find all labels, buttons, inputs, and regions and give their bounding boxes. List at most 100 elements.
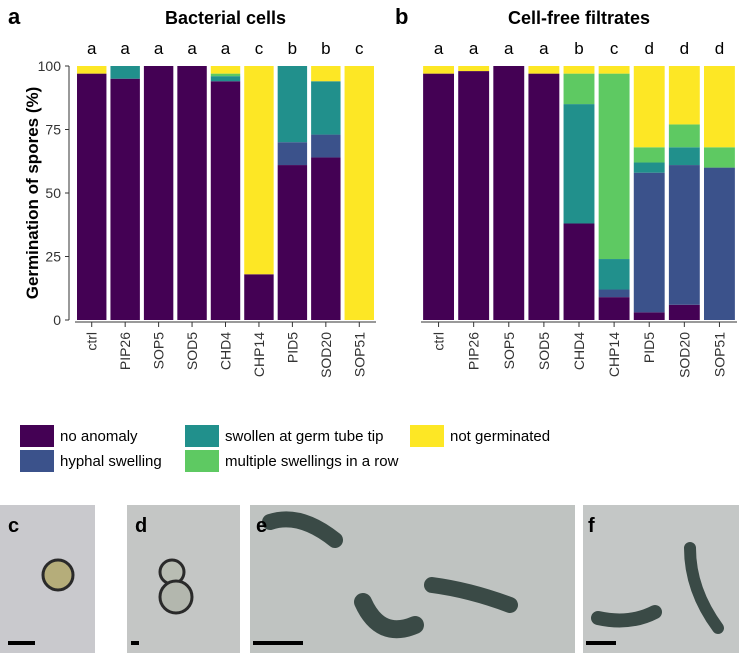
hypha	[262, 511, 343, 548]
panel-label: b	[395, 4, 408, 29]
significance-letter: a	[187, 39, 197, 58]
legend-label: hyphal swelling	[60, 453, 162, 470]
x-tick-label: SOP51	[711, 332, 727, 377]
significance-letter: d	[644, 39, 653, 58]
bar-segment	[668, 124, 700, 148]
significance-letter: a	[539, 39, 549, 58]
x-tick-label: SOD20	[676, 332, 692, 378]
bar-segment	[210, 66, 241, 74]
x-tick-label: ctrl	[84, 332, 100, 351]
x-tick-label: SOP51	[351, 332, 367, 377]
legend-label: multiple swellings in a row	[225, 453, 399, 470]
bar-segment	[598, 297, 630, 320]
significance-letter: b	[574, 39, 583, 58]
bar-segment	[311, 81, 341, 135]
bar-segment	[311, 157, 341, 320]
significance-letter: a	[154, 39, 164, 58]
bar-segment	[598, 73, 630, 260]
significance-letter: c	[255, 39, 264, 58]
y-tick-label: 0	[53, 312, 61, 328]
bar-segment	[110, 78, 140, 320]
bar-segment	[493, 66, 525, 320]
bar-segment	[563, 73, 595, 105]
legend-swatch	[185, 450, 219, 472]
legend-label: swollen at germ tube tip	[225, 428, 383, 445]
significance-letter: c	[610, 39, 619, 58]
bar-segment	[703, 167, 735, 320]
significance-letter: a	[120, 39, 130, 58]
bar-segment	[458, 71, 490, 320]
bar-segment	[668, 165, 700, 305]
x-tick-label: CHP14	[251, 332, 267, 377]
bar-segment	[598, 259, 630, 290]
bar-segment	[423, 66, 455, 74]
bar-segment	[277, 142, 308, 166]
bar-segment	[143, 66, 174, 320]
micrograph-e: e	[250, 505, 575, 653]
y-axis-label: Germination of spores (%)	[23, 87, 42, 300]
x-tick-label: SOD20	[318, 332, 334, 378]
bar-segment	[633, 312, 665, 320]
x-tick-label: PID5	[284, 332, 300, 363]
x-tick-label: SOP5	[501, 332, 517, 370]
significance-letter: a	[504, 39, 514, 58]
spore	[158, 579, 194, 615]
bar-segment	[563, 223, 595, 320]
y-tick-label: 100	[38, 58, 62, 74]
legend-label: not germinated	[450, 428, 550, 445]
bar-segment	[703, 66, 735, 148]
bar-segment	[311, 66, 341, 82]
bar-segment	[77, 66, 107, 74]
bar-segment	[668, 66, 700, 125]
bar-segment	[563, 66, 595, 74]
bar-segment	[210, 73, 241, 77]
significance-letter: a	[221, 39, 231, 58]
y-tick-label: 75	[45, 122, 61, 138]
bar-segment	[458, 66, 490, 72]
bar-segment	[110, 66, 140, 79]
hypha	[424, 577, 518, 613]
bar-segment	[668, 304, 700, 320]
panel-label: a	[8, 4, 21, 29]
x-tick-label: PIP26	[117, 332, 133, 370]
chart-title: Bacterial cells	[165, 8, 286, 28]
legend-label: no anomaly	[60, 428, 138, 445]
legend-swatch	[185, 425, 219, 447]
micrograph-c: c	[0, 505, 95, 653]
significance-letter: b	[321, 39, 330, 58]
spore	[41, 558, 75, 592]
bar-segment	[423, 73, 455, 321]
hypha	[354, 593, 424, 639]
bar-segment	[244, 274, 274, 320]
chart-title: Cell-free filtrates	[508, 8, 650, 28]
panel-label: f	[588, 515, 595, 537]
x-tick-label: ctrl	[431, 332, 447, 351]
bar-segment	[528, 73, 560, 321]
significance-letter: b	[288, 39, 297, 58]
x-tick-label: CHD4	[218, 332, 234, 370]
bar-segment	[633, 172, 665, 313]
x-tick-label: CHD4	[571, 332, 587, 370]
x-tick-label: SOD5	[184, 332, 200, 370]
legend-swatch	[410, 425, 444, 447]
bar-segment	[668, 147, 700, 166]
x-tick-label: PIP26	[466, 332, 482, 370]
panel-label: c	[8, 515, 19, 537]
legend-swatch	[20, 425, 54, 447]
bar-segment	[210, 76, 241, 82]
significance-letter: c	[355, 39, 364, 58]
y-tick-label: 50	[45, 185, 61, 201]
bar-segment	[210, 81, 241, 321]
bar-segment	[528, 66, 560, 74]
bar-segment	[77, 73, 107, 321]
legend-swatch	[20, 450, 54, 472]
hypha	[591, 605, 662, 628]
bar-segment	[311, 134, 341, 158]
micrograph-d: d	[127, 505, 240, 653]
bar-segment	[344, 66, 374, 320]
x-tick-label: PID5	[641, 332, 657, 363]
significance-letter: d	[715, 39, 724, 58]
bar-segment	[633, 66, 665, 148]
significance-letter: a	[87, 39, 97, 58]
